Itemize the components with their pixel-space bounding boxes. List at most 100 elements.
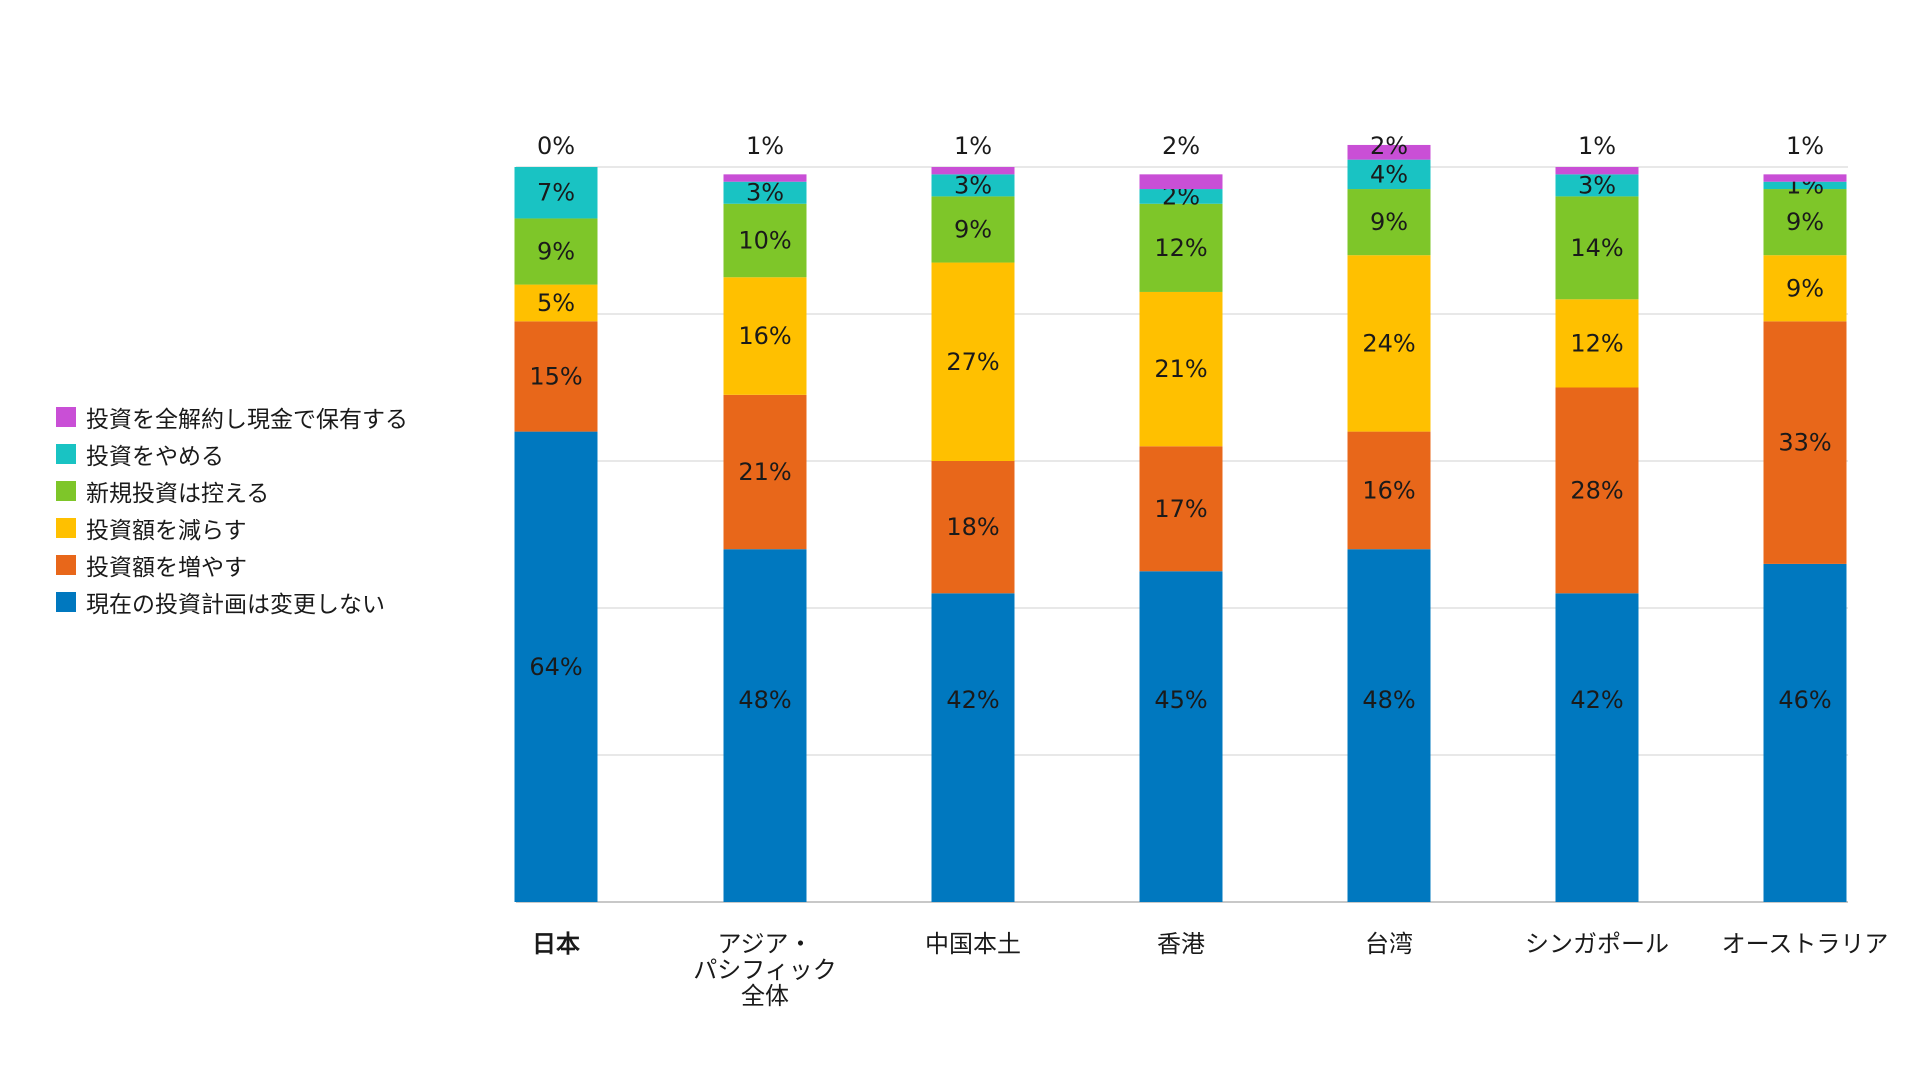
data-label: 9% [954,215,992,243]
bar-segment [1763,174,1847,182]
bars: 64% 15% 5% 9% 7% 48% 21% 16% 10% 3% 42% 18% 27% 9% 3% 4… [514,144,1847,902]
data-label: 12% [1570,329,1623,357]
bar-segment [514,167,598,219]
bar-segment [1139,446,1223,572]
bar-segment [1763,563,1847,902]
bar-segment [1347,144,1431,160]
bar-segment [723,549,807,902]
data-label-top: 0% [537,132,575,160]
data-label: 3% [1578,171,1616,199]
data-label: 9% [537,238,575,266]
bar-segment [723,181,807,204]
top-value-labels: 0% 1% 1% 2% 2% 1% 1% [537,132,1824,160]
category-label: 中国本土 [925,930,1021,958]
category-label: 全体 [741,982,789,1010]
data-label: 5% [537,289,575,317]
legend-swatch [56,554,76,575]
category-label: アジア・ [717,930,812,958]
bar-segment [931,167,1015,175]
bar-segment [1555,196,1639,300]
bar-segment [723,394,807,550]
data-label: 48% [1362,686,1415,714]
data-label: 28% [1570,476,1623,504]
bar-segment [1763,255,1847,322]
legend-item: 投資を全解約し現金で保有する [56,398,476,435]
legend-label: 新規投資は控える [86,480,270,507]
data-label: 42% [946,686,999,714]
bar-segment [1139,203,1223,292]
category-label: オーストラリア [1722,930,1889,958]
legend: 投資を全解約し現金で保有する 投資をやめる新規投資は控える 投資額を減らす 投資額を増… [56,398,476,620]
legend-item: 投資額を減らす [56,509,476,546]
bar-segment [931,196,1015,263]
data-label: 9% [1786,274,1824,302]
data-label: 15% [529,362,582,390]
data-label: 24% [1362,329,1415,357]
bar-segment [1347,431,1431,550]
bar-segment [514,321,598,432]
data-label: 16% [738,322,791,350]
legend-label: 投資をやめる [86,443,224,470]
bar-segment [514,284,598,322]
legend-item: 現在の投資計画は変更しない [56,583,476,620]
bar-segment [931,593,1015,902]
bar-segment [1139,189,1223,204]
data-label: 14% [1570,234,1623,262]
legend-label: 投資額を増やす [86,554,247,581]
data-label: 7% [537,179,575,207]
bar-segment [723,277,807,395]
data-label: 4% [1370,160,1408,188]
category-label: シンガポール [1525,930,1669,958]
data-label-top: 2% [1162,132,1200,160]
legend-label: 現在の投資計画は変更しない [86,591,385,618]
bar-segment [1139,571,1223,902]
legend-swatch [56,443,76,464]
data-label: 10% [738,227,791,255]
data-label: 3% [954,171,992,199]
data-label-top: 1% [1578,132,1616,160]
bar-segment [931,174,1015,197]
data-label: 9% [1786,208,1824,236]
legend-item: 投資をやめる [56,435,476,472]
category-label: 香港 [1157,930,1205,958]
bar-segment [723,174,807,182]
bar-segment [723,203,807,278]
bar-segment [1139,174,1223,190]
legend-label: 投資を全解約し現金で保有する [86,406,408,433]
bar-segment [1139,291,1223,447]
data-label-top: 1% [954,132,992,160]
data-label: 9% [1370,208,1408,236]
data-label: 17% [1154,495,1207,523]
bar-segment [1347,189,1431,256]
bar-segment [1763,321,1847,564]
data-label: 33% [1778,429,1831,457]
bar-segment [1555,593,1639,902]
data-label: 48% [738,686,791,714]
data-label: 21% [738,458,791,486]
bar-segment [1555,174,1639,197]
data-label: 45% [1154,686,1207,714]
data-label-top: 1% [1786,132,1824,160]
legend-swatch [56,480,76,501]
category-label: 台湾 [1365,930,1413,958]
bar-segment [1347,255,1431,432]
legend-label: 投資額を減らす [86,517,247,544]
data-label: 46% [1778,686,1831,714]
category-label: 日本 [532,930,580,958]
legend-swatch [56,517,76,538]
data-label: 21% [1154,355,1207,383]
data-label-top: 1% [746,132,784,160]
data-label: 18% [946,513,999,541]
category-label: パシフィック [693,956,837,984]
bar-segment [1763,181,1847,190]
bar-segment [1555,387,1639,594]
bar-segment [514,218,598,285]
legend-item: 新規投資は控える [56,472,476,509]
data-label: 64% [529,653,582,681]
bar-segment [1555,167,1639,175]
data-label: 27% [946,348,999,376]
data-label: 42% [1570,686,1623,714]
bar-segment [1347,549,1431,902]
